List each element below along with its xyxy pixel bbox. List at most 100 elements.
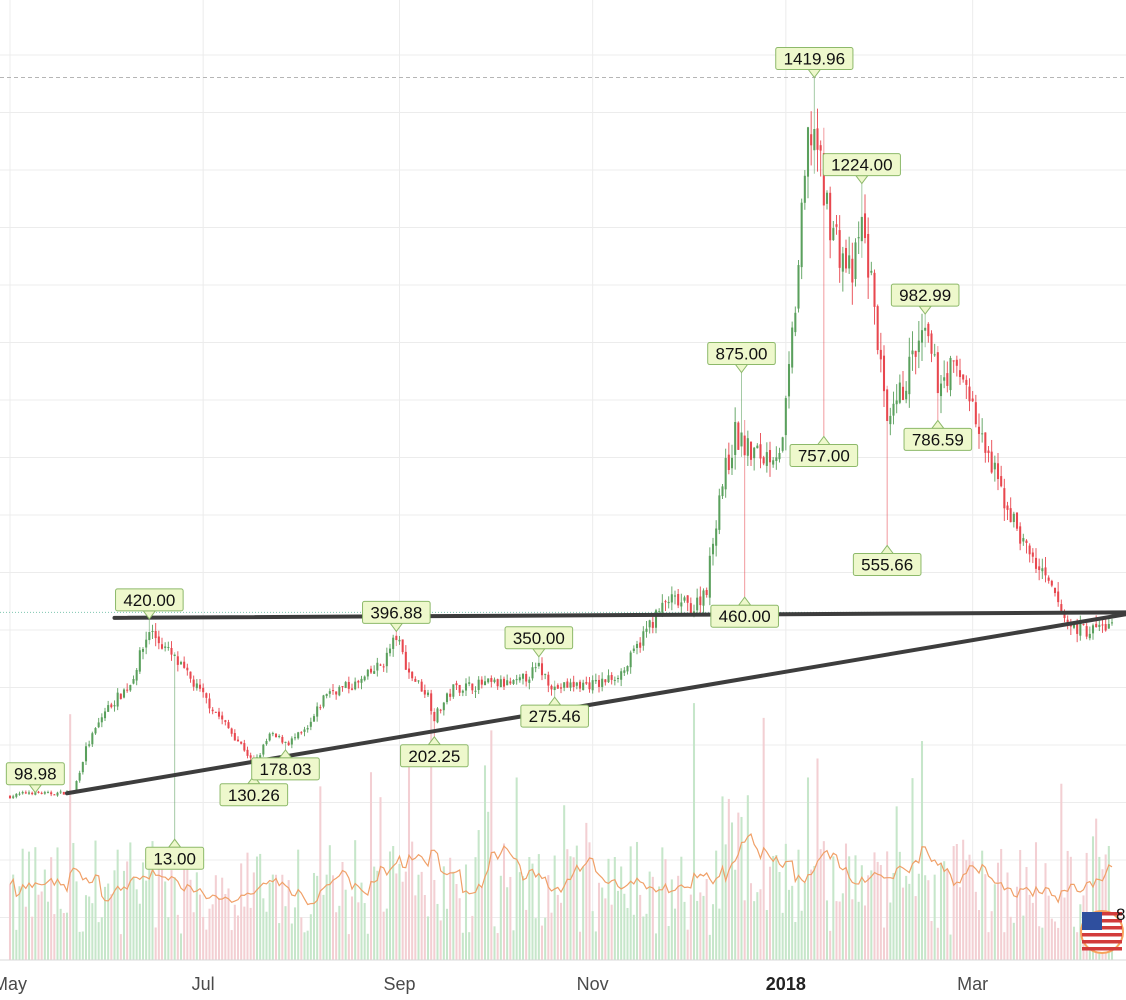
candle-body[interactable] — [24, 792, 27, 794]
candle-body[interactable] — [240, 741, 243, 744]
candle-body[interactable] — [75, 781, 78, 792]
candle-body[interactable] — [37, 791, 40, 793]
candle-body[interactable] — [705, 589, 708, 595]
candle-body[interactable] — [971, 398, 974, 402]
candle-body[interactable] — [962, 374, 965, 380]
candle-body[interactable] — [680, 602, 683, 607]
candle-body[interactable] — [442, 702, 445, 711]
candle-body[interactable] — [1028, 545, 1031, 555]
candle-body[interactable] — [176, 656, 179, 665]
candle-body[interactable] — [984, 432, 987, 453]
candle-body[interactable] — [56, 792, 59, 796]
candle-body[interactable] — [645, 628, 648, 632]
candle-body[interactable] — [670, 594, 673, 603]
candle-body[interactable] — [664, 601, 667, 603]
candle-body[interactable] — [810, 134, 813, 146]
candle-body[interactable] — [192, 679, 195, 687]
candle-body[interactable] — [360, 678, 363, 683]
candle-body[interactable] — [148, 632, 151, 641]
candle-body[interactable] — [870, 270, 873, 273]
candle-body[interactable] — [952, 360, 955, 362]
candle-body[interactable] — [376, 662, 379, 671]
candle-body[interactable] — [300, 732, 303, 734]
candle-body[interactable] — [677, 593, 680, 606]
candle-body[interactable] — [632, 648, 635, 652]
candle-body[interactable] — [616, 678, 620, 680]
candle-body[interactable] — [1000, 476, 1003, 487]
candle-body[interactable] — [265, 740, 268, 745]
candle-body[interactable] — [417, 680, 420, 682]
candle-body[interactable] — [91, 733, 94, 745]
candle-body[interactable] — [965, 379, 968, 385]
candle-body[interactable] — [464, 683, 468, 691]
candle-body[interactable] — [325, 693, 328, 697]
candle-body[interactable] — [430, 693, 433, 711]
candle-body[interactable] — [848, 255, 851, 269]
candle-body[interactable] — [601, 678, 604, 687]
candle-body[interactable] — [844, 248, 848, 269]
candle-body[interactable] — [835, 224, 838, 227]
candle-body[interactable] — [198, 684, 202, 689]
candle-body[interactable] — [873, 272, 876, 307]
candle-body[interactable] — [420, 681, 423, 692]
candle-body[interactable] — [366, 669, 369, 677]
candle-body[interactable] — [547, 674, 550, 686]
candle-body[interactable] — [563, 682, 566, 688]
candle-body[interactable] — [623, 670, 626, 673]
candle-body[interactable] — [230, 728, 233, 734]
candle-body[interactable] — [436, 708, 439, 723]
candle-body[interactable] — [452, 684, 455, 697]
candle-body[interactable] — [746, 438, 749, 456]
candle-body[interactable] — [1082, 624, 1085, 626]
candle-body[interactable] — [211, 709, 214, 712]
candle-body[interactable] — [927, 323, 930, 337]
candle-body[interactable] — [8, 795, 12, 799]
candle-body[interactable] — [164, 646, 167, 648]
candle-body[interactable] — [803, 175, 806, 203]
candle-body[interactable] — [344, 682, 347, 688]
candle-body[interactable] — [528, 679, 531, 683]
candle-body[interactable] — [132, 679, 135, 684]
candle-body[interactable] — [496, 679, 499, 687]
candle-body[interactable] — [613, 679, 616, 681]
candle-body[interactable] — [126, 689, 129, 691]
candle-body[interactable] — [518, 677, 521, 681]
candle-body[interactable] — [173, 654, 176, 657]
candle-body[interactable] — [914, 350, 917, 357]
candle-body[interactable] — [607, 675, 610, 683]
candle-body[interactable] — [471, 683, 474, 691]
candle-body[interactable] — [262, 744, 265, 755]
candle-body[interactable] — [721, 486, 724, 497]
candle-body[interactable] — [882, 355, 886, 392]
candle-body[interactable] — [306, 727, 309, 730]
candle-body[interactable] — [905, 390, 908, 400]
candle-body[interactable] — [208, 698, 211, 709]
candle-body[interactable] — [243, 743, 246, 751]
candle-body[interactable] — [43, 792, 46, 794]
candle-body[interactable] — [1072, 624, 1076, 628]
candle-body[interactable] — [594, 679, 597, 682]
candle-body[interactable] — [968, 386, 971, 402]
candle-body[interactable] — [813, 128, 816, 151]
candle-body[interactable] — [179, 662, 183, 665]
candle-body[interactable] — [540, 663, 544, 676]
candle-body[interactable] — [933, 354, 936, 356]
candle-body[interactable] — [107, 705, 110, 712]
candle-body[interactable] — [832, 228, 835, 241]
candle-body[interactable] — [977, 426, 981, 434]
candle-body[interactable] — [867, 233, 870, 278]
candle-body[interactable] — [544, 673, 547, 675]
candle-body[interactable] — [987, 450, 990, 454]
candle-body[interactable] — [1063, 612, 1066, 619]
candle-body[interactable] — [205, 693, 208, 698]
candle-body[interactable] — [930, 333, 933, 354]
candle-body[interactable] — [404, 651, 407, 670]
candle-body[interactable] — [791, 327, 794, 368]
candle-body[interactable] — [15, 793, 18, 797]
candle-body[interactable] — [667, 601, 670, 604]
candle-body[interactable] — [468, 682, 471, 684]
candle-body[interactable] — [990, 451, 993, 473]
candle-body[interactable] — [312, 716, 316, 722]
candle-body[interactable] — [236, 739, 240, 742]
candle-body[interactable] — [512, 680, 515, 684]
